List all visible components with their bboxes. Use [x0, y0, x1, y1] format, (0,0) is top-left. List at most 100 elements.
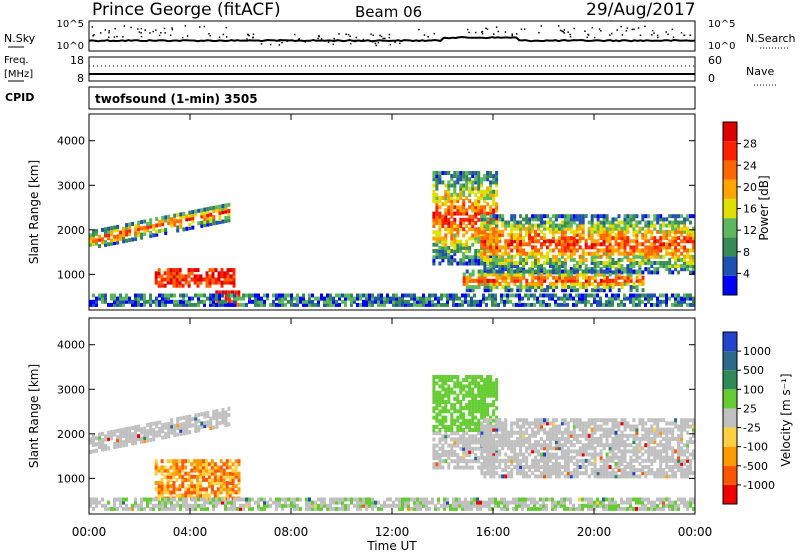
echo-cell: [471, 412, 475, 417]
echo-cell: [489, 375, 493, 379]
echo-cell: [501, 214, 505, 219]
echo-cell: [653, 270, 657, 275]
echo-cell: [656, 254, 660, 259]
echo-cell: [169, 268, 173, 273]
echo-cell: [528, 474, 532, 479]
echo-cell: [456, 415, 460, 420]
echo-cell: [161, 293, 164, 298]
echo-cell: [465, 196, 469, 200]
echo-cell: [431, 299, 434, 304]
echo-cell: [480, 427, 484, 432]
echo-cell: [157, 283, 161, 288]
echo-cell: [450, 196, 454, 200]
echo-cell: [465, 261, 469, 266]
echo-cell: [566, 461, 570, 466]
echo-cell: [419, 302, 422, 307]
echo-cell: [187, 274, 191, 279]
echo-cell: [205, 462, 208, 467]
echo-cell: [483, 242, 487, 247]
echo-cell: [453, 224, 457, 228]
echo-cell: [116, 435, 120, 440]
echo-cell: [202, 477, 205, 482]
echo-cell: [308, 293, 311, 298]
echo-cell: [626, 242, 630, 247]
echo-cell: [590, 471, 594, 476]
echo-cell: [611, 500, 614, 505]
echo-cell: [206, 420, 210, 425]
echo-cell: [668, 223, 672, 228]
echo-cell: [584, 458, 588, 463]
echo-cell: [447, 180, 451, 185]
echo-cell: [450, 437, 454, 442]
echo-cell: [614, 500, 617, 505]
echo-cell: [557, 443, 561, 448]
echo-cell: [179, 218, 183, 223]
echo-cell: [438, 375, 442, 379]
echo-cell: [692, 497, 695, 502]
echo-cell: [581, 421, 585, 426]
echo-cell: [164, 503, 167, 508]
echo-cell: [644, 245, 648, 250]
echo-cell: [504, 285, 508, 290]
echo-cell: [650, 503, 653, 508]
echo-cell: [432, 428, 436, 432]
echo-cell: [489, 261, 493, 265]
echo-cell: [416, 299, 419, 304]
echo-cell: [560, 302, 563, 307]
echo-cell: [566, 248, 570, 253]
echo-cell: [522, 269, 526, 274]
echo-cell: [92, 232, 95, 237]
echo-cell: [477, 437, 481, 442]
echo-cell: [89, 503, 92, 508]
echo-cell: [534, 261, 537, 265]
echo-cell: [653, 226, 657, 231]
echo-cell: [546, 239, 549, 244]
echo-cell: [471, 428, 475, 432]
echo-cell: [122, 433, 126, 438]
echo-cell: [549, 281, 553, 286]
echo-cell: [495, 384, 499, 389]
echo-cell: [501, 275, 505, 280]
echo-cell: [386, 503, 389, 508]
echo-cell: [447, 384, 451, 389]
echo-cell: [455, 503, 458, 508]
noise-search-point: [423, 34, 426, 36]
echo-cell: [563, 217, 567, 222]
echo-cell: [522, 239, 526, 244]
echo-cell: [510, 458, 514, 463]
echo-cell: [172, 465, 176, 470]
echo-cell: [483, 378, 487, 383]
echo-cell: [251, 293, 254, 298]
echo-cell: [590, 440, 594, 445]
echo-cell: [569, 248, 573, 253]
echo-cell: [629, 220, 633, 225]
echo-cell: [444, 403, 448, 408]
echo-cell: [214, 280, 218, 285]
echo-cell: [510, 474, 514, 479]
echo-cell: [683, 261, 687, 265]
echo-cell: [386, 293, 389, 298]
echo-cell: [683, 257, 687, 262]
echo-cell: [248, 503, 251, 508]
echo-cell: [435, 205, 439, 210]
echo-cell: [525, 214, 529, 219]
echo-cell: [432, 217, 436, 222]
echo-cell: [410, 296, 413, 301]
echo-cell: [455, 506, 458, 511]
echo-cell: [662, 223, 666, 228]
echo-cell: [350, 296, 353, 301]
echo-cell: [175, 268, 179, 273]
echo-cell: [158, 426, 162, 431]
echo-cell: [653, 261, 657, 265]
echo-cell: [196, 487, 200, 492]
echo-cell: [188, 414, 192, 419]
echo-cell: [602, 226, 606, 231]
echo-cell: [668, 264, 672, 269]
echo-cell: [128, 222, 132, 227]
echo-cell: [537, 217, 540, 222]
echo-cell: [98, 293, 101, 298]
echo-cell: [557, 302, 560, 307]
echo-cell: [450, 459, 454, 464]
echo-cell: [185, 430, 189, 435]
echo-cell: [169, 493, 173, 498]
